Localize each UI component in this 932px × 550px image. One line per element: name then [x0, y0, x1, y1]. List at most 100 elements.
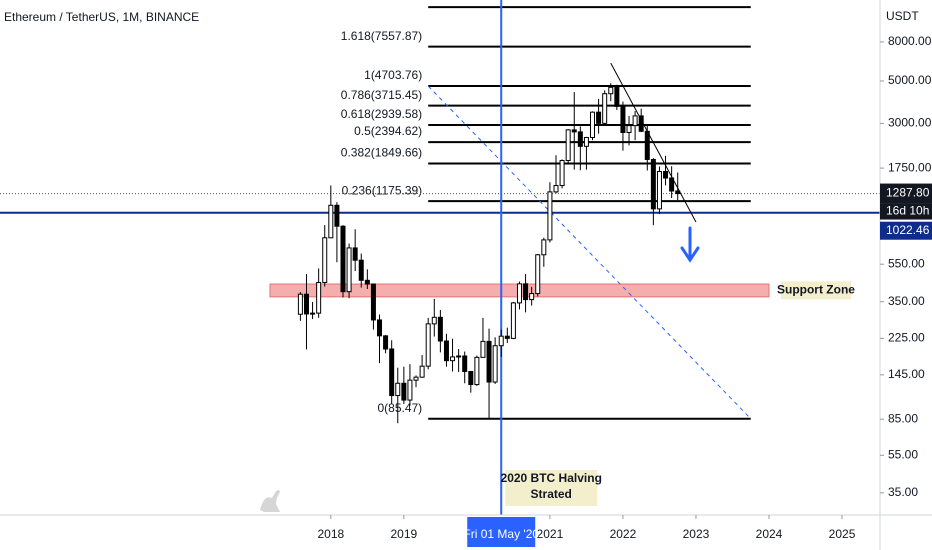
level-label: 1022.46 — [886, 223, 930, 237]
x-tick-label: 2021 — [537, 527, 564, 541]
fib-label: 0.618(2939.58) — [341, 107, 422, 121]
x-tick-label: 2022 — [610, 527, 637, 541]
candle-body — [644, 130, 650, 160]
trend-line — [610, 62, 697, 223]
candle-body — [669, 177, 675, 192]
candle-body — [626, 125, 632, 133]
candle-body — [401, 382, 407, 401]
candle-body — [437, 316, 443, 342]
candle-body — [535, 254, 541, 295]
candle-body — [577, 131, 583, 147]
halving-note: 2020 BTC Halving — [501, 471, 602, 485]
candle-body — [303, 293, 309, 315]
candle-body — [480, 340, 486, 358]
fib-label: 1(4703.76) — [364, 68, 422, 82]
candle-body — [310, 312, 316, 315]
candle-body — [383, 335, 389, 350]
candle-body — [395, 382, 401, 397]
y-tick-label: 225.00 — [888, 331, 925, 345]
x-tick-label: 2025 — [829, 527, 856, 541]
fib-label: 0(85.47) — [377, 401, 422, 415]
candle-body — [328, 204, 334, 239]
candle-body — [614, 86, 620, 107]
candle-body — [407, 379, 413, 401]
candle-body — [486, 340, 492, 383]
candle-body — [583, 137, 589, 147]
dashed-line — [427, 85, 752, 420]
candle-body — [352, 247, 358, 261]
fib-label: 0.382(1849.66) — [341, 146, 422, 160]
level-box — [880, 221, 932, 240]
candle-body — [510, 302, 516, 339]
candle-body — [443, 340, 449, 362]
x-tick-label: 2024 — [756, 527, 783, 541]
candle-body — [596, 111, 602, 124]
candle-body — [498, 335, 504, 347]
logo-shape — [260, 490, 280, 512]
y-tick-label: 8000.00 — [888, 34, 932, 48]
candle-body — [565, 129, 571, 161]
candle-body — [663, 171, 669, 179]
candle-body — [425, 323, 431, 367]
fib-label: 0.5(2394.62) — [354, 124, 422, 138]
candle-body — [316, 282, 322, 314]
candle-body — [541, 239, 547, 256]
candle-body — [297, 293, 303, 315]
candle-body — [559, 159, 565, 187]
candle-body — [608, 86, 614, 95]
candle-body — [553, 185, 559, 193]
y-tick-label: 350.00 — [888, 294, 925, 308]
axis-unit: USDT — [886, 9, 919, 23]
halving-note: Strated — [531, 487, 572, 501]
candle-body — [462, 355, 468, 372]
y-tick-label: 55.00 — [888, 447, 918, 461]
candle-body — [529, 293, 535, 301]
candle-body — [590, 111, 596, 139]
candle-body — [450, 356, 456, 362]
candle-body — [419, 365, 425, 378]
candle-body — [358, 259, 364, 281]
candle-body — [456, 355, 462, 358]
y-tick-label: 145.00 — [888, 367, 925, 381]
y-tick-label: 35.00 — [888, 485, 918, 499]
support-label: Support Zone — [777, 283, 855, 297]
halving-note-box — [505, 470, 598, 506]
logo — [260, 490, 280, 512]
candle-body — [620, 105, 626, 133]
candle-body — [389, 348, 395, 397]
candle-body — [516, 283, 522, 304]
last-price-box — [880, 183, 932, 204]
date-label: Fri 01 May '20 — [463, 527, 539, 541]
fib-label: 0.236(1175.39) — [342, 183, 423, 197]
arrow — [680, 226, 700, 263]
y-tick-label: 3000.00 — [888, 116, 932, 130]
support-label-box — [780, 281, 851, 300]
candle-body — [632, 115, 638, 127]
candle-body — [340, 225, 346, 293]
candle-body — [571, 129, 577, 133]
candle-body — [504, 335, 510, 339]
candle-body — [474, 356, 480, 386]
candle-body — [523, 283, 529, 301]
candle-body — [334, 204, 340, 227]
countdown-box — [880, 203, 932, 220]
candle-body — [431, 316, 437, 325]
candle-body — [468, 370, 474, 386]
x-tick-label: 2018 — [317, 527, 344, 541]
chart-title: Ethereum / TetherUS, 1M, BINANCE — [4, 10, 199, 24]
candle-body — [364, 279, 370, 285]
y-tick-label: 550.00 — [888, 256, 925, 270]
candle-body — [492, 345, 498, 383]
date-label-box — [467, 517, 536, 547]
last-price-label: 1287.80 — [886, 186, 930, 200]
candle-body — [547, 191, 553, 241]
candle-body — [602, 93, 608, 124]
x-tick-label: 2019 — [390, 527, 417, 541]
candle-body — [346, 247, 352, 293]
y-tick-label: 85.00 — [888, 411, 918, 425]
candle-body — [650, 158, 656, 210]
y-tick-label: 1750.00 — [888, 160, 932, 174]
fib-label: 1.618(7557.87) — [341, 29, 422, 43]
